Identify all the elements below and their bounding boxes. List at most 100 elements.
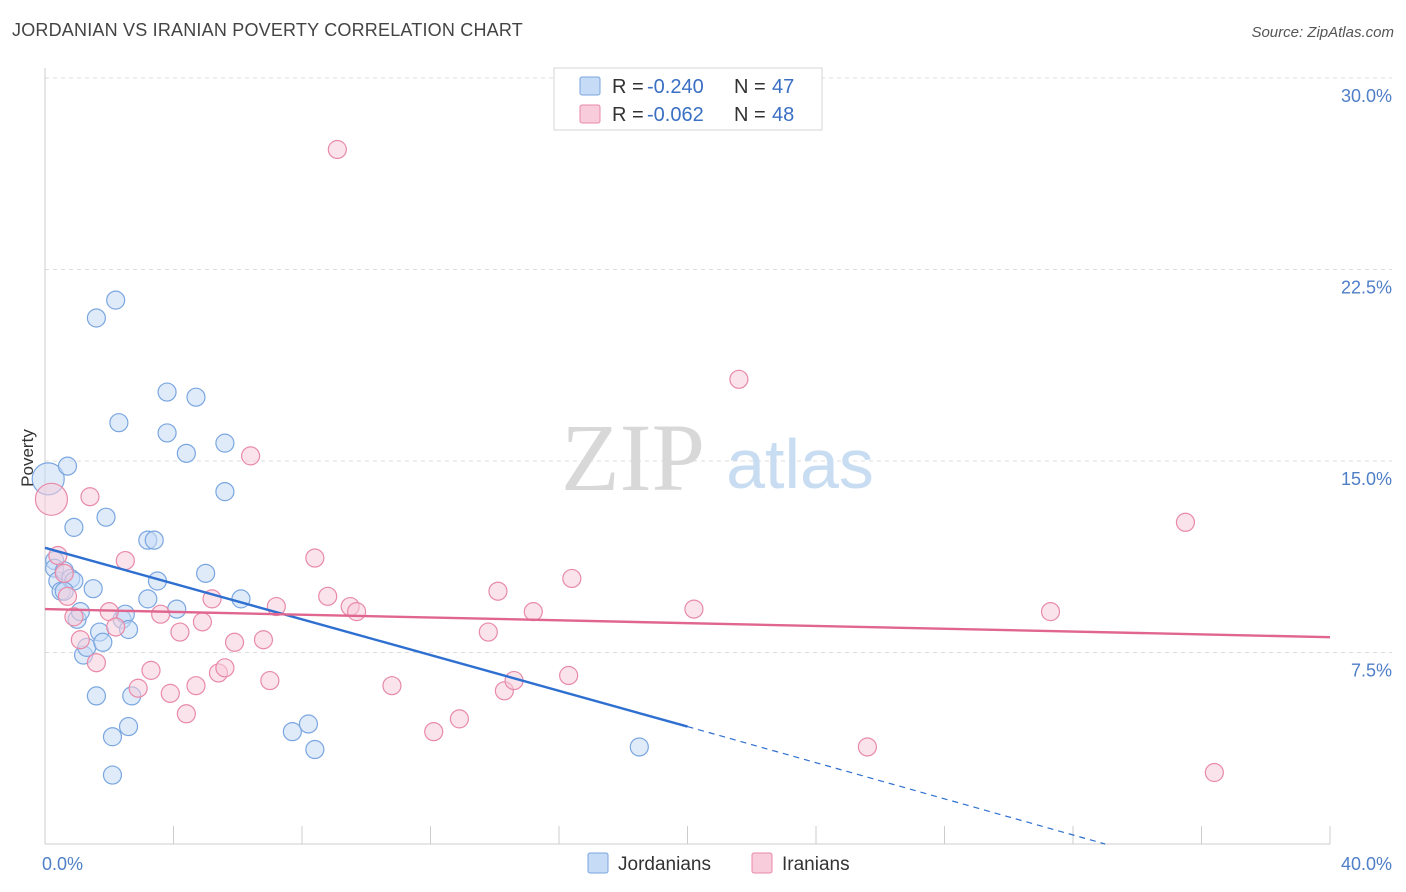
bottom-legend: Jordanians Iranians xyxy=(587,852,850,875)
iranian-point xyxy=(305,548,325,568)
bottom-legend-label: Jordanians xyxy=(618,854,711,875)
y-tick-label: 30.0% xyxy=(1341,86,1392,106)
trend-lines xyxy=(44,546,1331,845)
bottom-legend-swatch xyxy=(751,852,773,874)
jordanian-point xyxy=(305,739,325,760)
legend-n-label: N = xyxy=(734,76,766,98)
jordanian-point xyxy=(57,456,78,476)
iranian-point xyxy=(34,482,69,516)
legend-n-label: N = xyxy=(734,104,766,126)
jordanian-point xyxy=(176,443,196,463)
legend-n-value: 48 xyxy=(772,104,794,126)
iranian-point xyxy=(176,704,196,724)
iranian-point xyxy=(151,604,171,624)
watermark-zip: ZIP xyxy=(561,404,705,511)
watermark: ZIP atlas xyxy=(561,404,874,511)
iranian-point xyxy=(80,487,100,507)
iranian-point xyxy=(424,722,444,742)
jordanian-point xyxy=(629,737,649,757)
iranian-point xyxy=(160,683,180,703)
iranian-point xyxy=(318,586,338,606)
iranian-point xyxy=(141,660,161,680)
iranian-point xyxy=(260,670,280,691)
iranian-point xyxy=(729,369,749,389)
legend-swatch xyxy=(579,104,601,124)
jordanian-point xyxy=(138,589,158,609)
jordanian-point xyxy=(144,530,164,550)
bottom-legend-swatch xyxy=(587,852,609,874)
jordanian-point xyxy=(215,482,235,502)
iranian-point xyxy=(57,586,78,606)
bottom-legend-label: Iranians xyxy=(782,854,850,875)
x-tick-min: 0.0% xyxy=(42,854,83,874)
iranian-point xyxy=(128,678,148,698)
iranian-point xyxy=(170,622,190,642)
jordanian-point xyxy=(167,599,187,619)
jordanian-point xyxy=(83,579,103,599)
jordanian-point xyxy=(93,632,113,652)
iranian-point xyxy=(857,737,878,757)
iranian-point xyxy=(192,612,213,632)
iranian-point xyxy=(684,599,704,619)
iranian-point xyxy=(241,446,261,466)
iranian-point xyxy=(86,653,107,673)
jordanian-point xyxy=(157,423,177,443)
grid-lines: 7.5% 15.0% 22.5% 30.0% xyxy=(45,77,1392,681)
legend-n-value: 47 xyxy=(772,76,794,98)
legend-r-label: R = xyxy=(612,76,644,98)
iranian-point xyxy=(253,630,274,650)
y-tick-label: 15.0% xyxy=(1341,469,1392,489)
iranian-point xyxy=(1040,602,1061,622)
jordanian-trend-extension xyxy=(687,725,1106,845)
chart-title: JORDANIAN VS IRANIAN POVERTY CORRELATION… xyxy=(12,20,523,40)
iranian-point xyxy=(347,602,367,622)
legend: R = -0.240 N = 47 R = -0.062 N = 48 xyxy=(553,67,823,131)
jordanian-point xyxy=(282,722,302,742)
iranian-point xyxy=(523,602,543,622)
jordanian-point xyxy=(64,517,84,537)
iranian-point xyxy=(224,632,245,652)
iranian-point xyxy=(64,607,84,627)
iranian-point xyxy=(186,676,206,696)
legend-r-value: -0.240 xyxy=(647,76,704,98)
chart-source: Source: ZipAtlas.com xyxy=(1251,24,1394,41)
jordanian-point xyxy=(215,433,235,453)
y-tick-label: 7.5% xyxy=(1351,661,1392,681)
jordanian-point xyxy=(86,308,107,328)
jordanian-point xyxy=(186,387,206,407)
jordanian-point xyxy=(109,413,129,433)
iranian-point xyxy=(106,617,126,637)
y-tick-label: 22.5% xyxy=(1341,278,1392,298)
jordanian-point xyxy=(86,686,107,706)
axes xyxy=(44,68,1331,845)
x-tick-max: 40.0% xyxy=(1341,854,1392,874)
jordanian-point xyxy=(102,765,123,785)
jordanian-point xyxy=(106,290,126,310)
legend-r-value: -0.062 xyxy=(647,104,704,126)
iranian-point xyxy=(70,630,90,650)
jordanian-point xyxy=(118,716,139,737)
iranian-point xyxy=(478,622,498,642)
iranian-point xyxy=(54,563,74,583)
iranian-point xyxy=(382,676,402,696)
legend-swatch xyxy=(579,76,601,96)
iranian-point xyxy=(327,139,347,160)
jordanian-point xyxy=(102,727,123,747)
jordanian-point xyxy=(298,714,319,734)
iranian-point xyxy=(488,581,508,601)
iranian-point xyxy=(559,665,579,686)
jordanian-trend-line xyxy=(44,546,688,728)
y-axis-label: Poverty xyxy=(18,429,37,487)
iranian-point xyxy=(1175,512,1196,532)
watermark-atlas: atlas xyxy=(726,425,874,503)
data-points xyxy=(31,139,1224,785)
iranian-point xyxy=(449,709,470,729)
jordanian-point xyxy=(196,563,216,583)
legend-r-label: R = xyxy=(612,104,644,126)
iranian-point xyxy=(215,658,235,678)
jordanian-point xyxy=(96,507,116,527)
iranian-trend-line xyxy=(44,607,1331,639)
iranian-point xyxy=(115,550,135,571)
iranian-point xyxy=(1204,762,1224,783)
